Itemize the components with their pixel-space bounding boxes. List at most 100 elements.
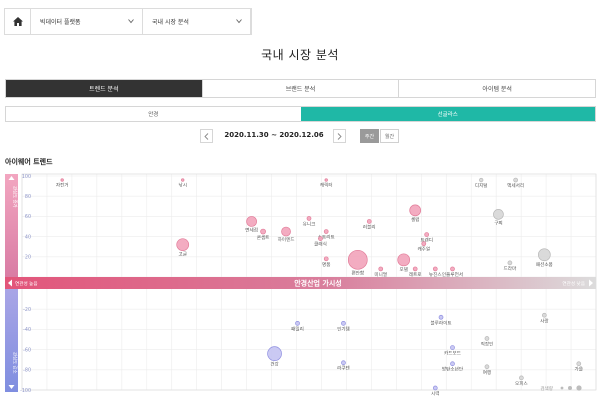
breadcrumb-section-label: 국내 시장 분석 xyxy=(152,19,189,26)
bubble-point[interactable] xyxy=(450,266,455,272)
breadcrumb-platform-select[interactable]: 빅데이터 플랫폼 xyxy=(31,9,143,34)
tab-glasses[interactable]: 안경 xyxy=(6,107,301,121)
bubble-label: 레트로 xyxy=(409,271,422,278)
tab-trend-analysis[interactable]: 트렌드 분석 xyxy=(6,80,203,97)
bottom-axis-label: 관심도 감소 xyxy=(12,352,19,374)
bubble-point[interactable] xyxy=(537,248,551,262)
bubble-point[interactable] xyxy=(541,312,547,318)
bubble-point[interactable] xyxy=(484,364,490,370)
y-tick-label: 20 xyxy=(25,255,31,261)
arrow-left-icon xyxy=(8,279,12,287)
bubble-point[interactable] xyxy=(176,238,190,252)
bubble-label: 명품 xyxy=(322,261,330,268)
bubble-point[interactable] xyxy=(421,241,427,247)
bubble-point[interactable] xyxy=(519,375,524,381)
bubble-point[interactable] xyxy=(484,336,490,341)
bubble-point[interactable] xyxy=(324,178,328,182)
bubble-label: 오피스 xyxy=(515,380,528,387)
y-axis-bottom-bar xyxy=(5,289,18,392)
page-title: 국내 시장 분석 xyxy=(261,48,339,62)
size-legend-large xyxy=(576,385,582,391)
bubble-label: 러블리 xyxy=(363,223,376,230)
bubble-label: 클래식 xyxy=(314,241,327,248)
tab-sunglasses[interactable]: 선글라스 xyxy=(300,107,595,121)
bubble-point[interactable] xyxy=(432,266,438,272)
category-tabs: 안경 선글라스 xyxy=(5,106,596,122)
period-monthly-button[interactable]: 월간 xyxy=(380,129,399,143)
bubble-point[interactable] xyxy=(181,178,185,182)
y-tick-label: 60 xyxy=(25,214,31,220)
bubble-point[interactable] xyxy=(347,249,368,270)
bubble-point[interactable] xyxy=(323,256,329,262)
bubble-label: 액세서리 xyxy=(507,182,524,189)
bubble-label: 하이엔드 xyxy=(278,236,295,243)
bubble-point[interactable] xyxy=(366,219,372,224)
bubble-label: 셀럽 xyxy=(411,216,419,223)
chevron-left-icon xyxy=(204,132,209,140)
bubble-point[interactable] xyxy=(412,266,418,272)
y-tick-label: -80 xyxy=(23,368,31,374)
bubble-point[interactable] xyxy=(409,204,422,217)
bubble-point[interactable] xyxy=(424,232,430,237)
bubble-label: 면세점 xyxy=(245,226,258,233)
bubble-point[interactable] xyxy=(295,320,300,326)
bubble-point[interactable] xyxy=(318,236,323,241)
tab-brand-analysis[interactable]: 브랜드 분석 xyxy=(202,80,400,97)
bubble-label: 라쿠텐 xyxy=(337,365,350,372)
next-week-button[interactable] xyxy=(333,129,346,143)
bubble-point[interactable] xyxy=(450,345,455,350)
y-tick-label: 40 xyxy=(25,234,31,240)
bubble-label: 스트리트 xyxy=(318,234,335,241)
y-tick-label: -100 xyxy=(20,388,31,394)
main-tabs: 트렌드 분석 브랜드 분석 아이템 분석 xyxy=(5,79,596,98)
chevron-down-icon xyxy=(236,19,242,24)
bubble-point[interactable] xyxy=(576,361,582,367)
band-center-label: 안경산업 가시성 xyxy=(294,279,342,288)
bubble-label: 가을 xyxy=(575,366,583,373)
bubble-point[interactable] xyxy=(341,320,346,326)
bubble-label: 캐릭터 xyxy=(320,181,333,188)
bubble-point[interactable] xyxy=(378,266,384,272)
bubble-label: 트렌디 xyxy=(420,237,433,244)
size-legend-label: 검색량 xyxy=(540,385,553,392)
tab-item-analysis[interactable]: 아이템 분석 xyxy=(399,80,596,97)
bubble-label: 모델 xyxy=(399,266,407,273)
bubble-point[interactable] xyxy=(450,361,455,367)
previous-week-button[interactable] xyxy=(200,129,213,143)
bubble-point[interactable] xyxy=(341,360,346,366)
home-button[interactable] xyxy=(5,9,31,34)
visibility-band xyxy=(5,277,596,289)
low-relevance-label: 연관성 낮음 xyxy=(562,280,585,287)
breadcrumb: 빅데이터 플랫폼 국내 시장 분석 xyxy=(4,8,252,35)
bubble-point[interactable] xyxy=(323,229,329,234)
bubble-label: 미니멀 xyxy=(374,271,387,278)
bubble-point[interactable] xyxy=(397,253,411,267)
period-weekly-button[interactable]: 주간 xyxy=(360,129,379,143)
y-axis-ticks: 100 80 60 40 20 -20 -40 -60 -80 -100 xyxy=(20,174,31,394)
bubble-label: 유니크 xyxy=(303,220,316,227)
y-tick-label: -20 xyxy=(23,307,31,313)
bubble-label: 직장인 xyxy=(481,340,494,347)
size-legend-small xyxy=(560,386,564,390)
bubble-label: 인플루언서 xyxy=(442,271,463,278)
high-relevance-label: 연관성 높음 xyxy=(15,280,38,287)
y-tick-label: -60 xyxy=(23,347,31,353)
home-icon xyxy=(12,17,23,26)
bubble-point[interactable] xyxy=(479,177,484,183)
bubble-point[interactable] xyxy=(438,314,444,320)
bubble-point[interactable] xyxy=(493,209,504,220)
bubble-label: 드라마 xyxy=(504,265,517,272)
bubble-label: 패밀리 xyxy=(291,325,304,332)
bubble-point[interactable] xyxy=(267,346,282,361)
bubble-point[interactable] xyxy=(507,260,513,266)
bubble-point[interactable] xyxy=(246,216,257,227)
bubble-point[interactable] xyxy=(306,216,312,221)
bubble-point[interactable] xyxy=(260,228,266,235)
bubble-point[interactable] xyxy=(432,385,438,391)
breadcrumb-section-select[interactable]: 국내 시장 분석 xyxy=(143,9,251,34)
bubble-point[interactable] xyxy=(513,177,518,183)
bubble-point[interactable] xyxy=(60,178,64,182)
bubble-point[interactable] xyxy=(281,226,291,237)
bubble-label: 낚시 xyxy=(178,181,186,188)
